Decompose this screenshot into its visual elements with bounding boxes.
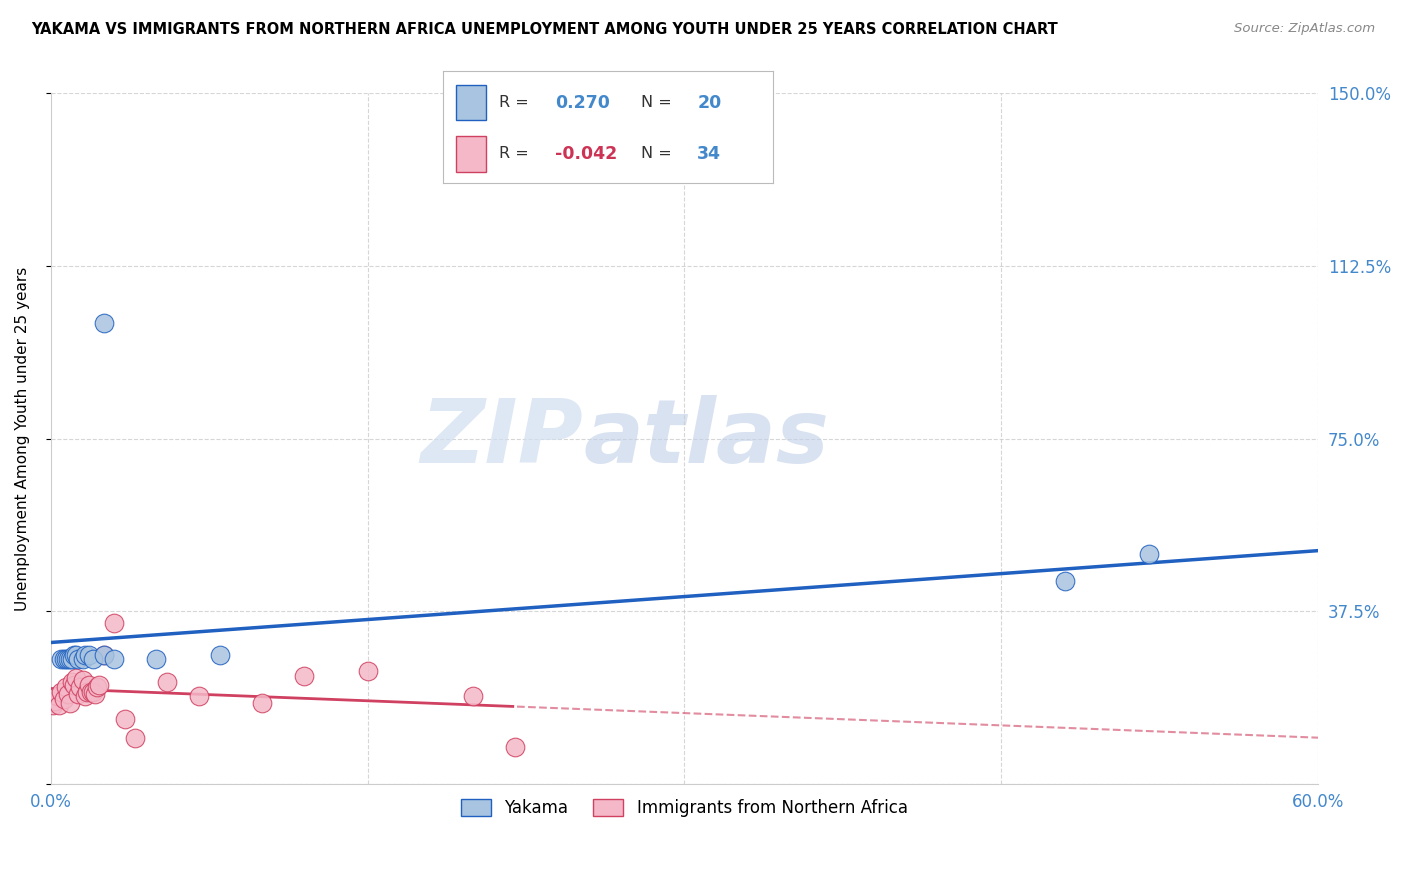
Point — [56, 687, 79, 701]
Point — [505, 739, 527, 754]
Point — [48, 698, 70, 713]
Legend: Yakama, Immigrants from Northern Africa: Yakama, Immigrants from Northern Africa — [454, 792, 914, 823]
Point — [156, 675, 179, 690]
Text: 34: 34 — [697, 145, 721, 163]
Point — [103, 615, 125, 630]
Point — [86, 680, 108, 694]
Point — [44, 694, 66, 708]
Text: atlas: atlas — [583, 395, 830, 482]
FancyBboxPatch shape — [456, 85, 486, 120]
Point — [124, 731, 146, 745]
Point — [77, 648, 100, 662]
Point — [77, 678, 100, 692]
Point — [89, 678, 111, 692]
Point — [73, 690, 96, 704]
Point — [463, 690, 485, 704]
Point — [93, 648, 115, 662]
Point — [84, 687, 107, 701]
Point — [76, 684, 98, 698]
Text: R =: R = — [499, 146, 529, 161]
Point — [46, 690, 69, 704]
Point — [63, 648, 86, 662]
Text: 0.270: 0.270 — [555, 94, 610, 112]
Point — [55, 680, 77, 694]
Point — [208, 648, 231, 662]
Point — [51, 652, 73, 666]
Point — [82, 684, 104, 698]
Point — [63, 678, 86, 692]
Point — [250, 696, 273, 710]
Point — [67, 687, 90, 701]
Point — [59, 652, 82, 666]
Point — [114, 712, 136, 726]
Point — [69, 680, 91, 694]
Point — [145, 652, 167, 666]
Point — [72, 673, 94, 688]
Point — [56, 652, 79, 666]
Text: N =: N = — [641, 146, 672, 161]
Point — [65, 671, 87, 685]
Point — [52, 691, 75, 706]
Text: -0.042: -0.042 — [555, 145, 617, 163]
Text: Source: ZipAtlas.com: Source: ZipAtlas.com — [1234, 22, 1375, 36]
Point — [55, 652, 77, 666]
FancyBboxPatch shape — [456, 136, 486, 171]
Y-axis label: Unemployment Among Youth under 25 years: Unemployment Among Youth under 25 years — [15, 267, 30, 611]
Text: R =: R = — [499, 95, 529, 110]
Point — [72, 652, 94, 666]
Point — [65, 648, 87, 662]
Point — [51, 684, 73, 698]
Point — [42, 698, 65, 713]
Text: N =: N = — [641, 95, 672, 110]
Point — [67, 652, 90, 666]
Point — [292, 668, 315, 682]
Point — [1137, 547, 1160, 561]
Text: YAKAMA VS IMMIGRANTS FROM NORTHERN AFRICA UNEMPLOYMENT AMONG YOUTH UNDER 25 YEAR: YAKAMA VS IMMIGRANTS FROM NORTHERN AFRIC… — [31, 22, 1057, 37]
Point — [1053, 574, 1076, 589]
Point — [356, 664, 378, 678]
Point — [103, 652, 125, 666]
Text: ZIP: ZIP — [420, 395, 583, 482]
Point — [93, 317, 115, 331]
Point — [52, 652, 75, 666]
Point — [73, 648, 96, 662]
Point — [93, 648, 115, 662]
Point — [80, 684, 103, 698]
Point — [60, 652, 83, 666]
Point — [59, 696, 82, 710]
Point — [187, 690, 209, 704]
Point — [60, 675, 83, 690]
Point — [82, 652, 104, 666]
Text: 20: 20 — [697, 94, 721, 112]
